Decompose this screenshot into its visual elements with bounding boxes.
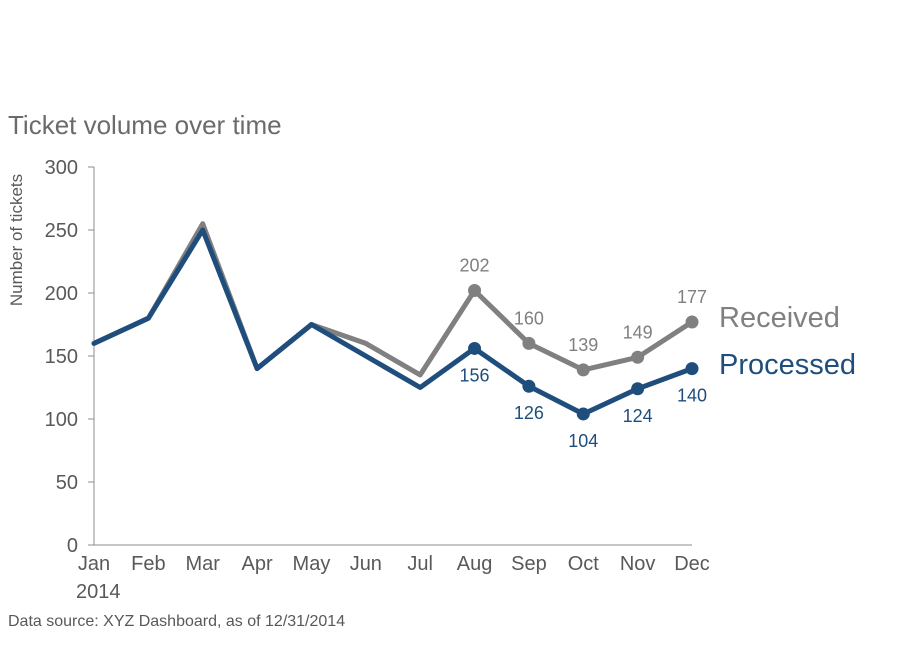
y-axis-label: Number of tickets bbox=[7, 174, 26, 306]
data-point-received bbox=[685, 315, 699, 329]
y-tick-label: 200 bbox=[45, 283, 78, 305]
x-tick-label: May bbox=[293, 553, 331, 575]
x-tick-label: Jan bbox=[78, 553, 110, 575]
data-point-processed bbox=[685, 362, 699, 376]
data-label-processed: 124 bbox=[623, 406, 653, 426]
x-tick-label: Aug bbox=[457, 553, 493, 575]
x-tick-label: Feb bbox=[131, 553, 165, 575]
data-point-processed bbox=[468, 341, 482, 355]
data-source-note: Data source: XYZ Dashboard, as of 12/31/… bbox=[8, 613, 345, 630]
data-label-received: 160 bbox=[514, 308, 544, 328]
x-tick-label: Sep bbox=[511, 553, 547, 575]
x-axis-year-label: 2014 bbox=[76, 581, 121, 603]
data-point-received bbox=[468, 283, 482, 297]
y-tick-label: 300 bbox=[45, 157, 78, 179]
y-tick-label: 100 bbox=[45, 409, 78, 431]
y-tick-label: 0 bbox=[67, 535, 78, 557]
legend-processed: Processed bbox=[719, 349, 856, 381]
data-label-received: 177 bbox=[677, 287, 707, 307]
data-point-received bbox=[576, 363, 590, 377]
x-tick-label: Jun bbox=[350, 553, 382, 575]
x-tick-label: Nov bbox=[620, 553, 656, 575]
data-label-processed: 126 bbox=[514, 403, 544, 423]
data-label-processed: 104 bbox=[568, 431, 598, 451]
data-label-received: 139 bbox=[568, 335, 598, 355]
data-point-processed bbox=[631, 382, 645, 396]
x-tick-label: Jul bbox=[407, 553, 433, 575]
y-tick-label: 50 bbox=[56, 472, 78, 494]
x-tick-label: Dec bbox=[674, 553, 710, 575]
x-tick-label: Mar bbox=[186, 553, 221, 575]
data-label-processed: 140 bbox=[677, 386, 707, 406]
series-line-received bbox=[91, 221, 695, 378]
x-tick-label: Apr bbox=[242, 553, 273, 575]
data-label-received: 149 bbox=[623, 322, 653, 342]
data-point-processed bbox=[576, 407, 590, 421]
series-line-processed bbox=[91, 227, 695, 417]
data-point-received bbox=[522, 336, 536, 350]
y-tick-label: 150 bbox=[45, 346, 78, 368]
data-point-processed bbox=[522, 379, 536, 393]
y-tick-label: 250 bbox=[45, 220, 78, 242]
legend-received: Received bbox=[719, 302, 840, 334]
data-label-processed: 156 bbox=[460, 365, 490, 385]
x-tick-label: Oct bbox=[568, 553, 600, 575]
chart-title: Ticket volume over time bbox=[8, 110, 282, 140]
data-label-received: 202 bbox=[460, 255, 490, 275]
data-point-received bbox=[631, 350, 645, 364]
